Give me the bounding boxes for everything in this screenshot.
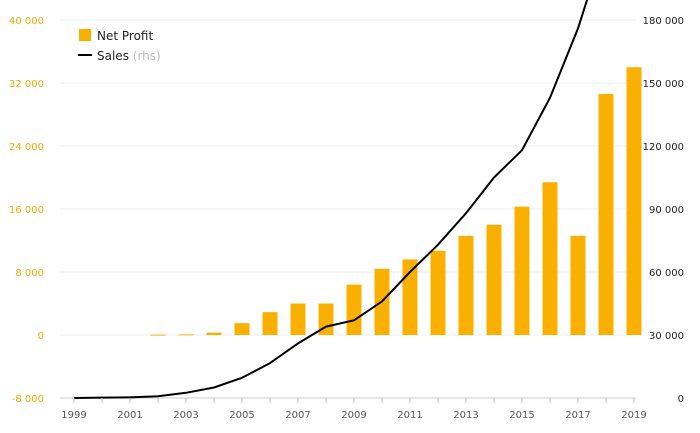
- legend-label-net-profit: Net Profit: [97, 29, 153, 43]
- axes-layer: -8 000 0 8 000 16 000 24 000 32 000 40 000 0 30 …: [9, 16, 684, 421]
- x-tick-label: 2001: [117, 410, 142, 421]
- y-left-tick-label: -8 000: [12, 394, 44, 405]
- x-tick-label: 2013: [453, 410, 478, 421]
- y-right-tick-label: 120 000: [643, 142, 684, 153]
- bar-net-profit: [150, 334, 166, 336]
- legend-label-sales-suffix: (rhs): [133, 49, 161, 63]
- x-tick-label: 2017: [565, 410, 590, 421]
- x-tick-label: 2011: [397, 410, 422, 421]
- legend-swatch-net-profit: [79, 29, 91, 41]
- bar-net-profit: [206, 332, 222, 335]
- x-tick-label: 2015: [509, 410, 534, 421]
- line-layer: [73, 0, 589, 399]
- legend: Net Profit Sales (rhs): [78, 29, 161, 63]
- y-right-tick-label: 90 000: [649, 205, 684, 216]
- bar-net-profit: [570, 235, 586, 335]
- bar-net-profit: [458, 235, 474, 335]
- x-tick-label: 2009: [341, 410, 366, 421]
- bar-net-profit: [430, 250, 446, 335]
- bar-net-profit: [318, 303, 334, 335]
- bar-net-profit: [234, 323, 250, 335]
- bar-net-profit: [262, 312, 278, 335]
- bar-net-profit: [514, 206, 530, 335]
- bar-net-profit: [346, 284, 362, 335]
- y-left-tick-label: 8 000: [15, 268, 44, 279]
- x-tick-label: 2007: [285, 410, 310, 421]
- bar-net-profit: [178, 334, 194, 336]
- line-sales: [73, 0, 589, 399]
- legend-label-sales-name: Sales: [97, 49, 129, 63]
- bar-net-profit: [542, 182, 558, 335]
- y-right-tick-label: 60 000: [649, 268, 684, 279]
- y-left-tick-label: 24 000: [9, 142, 44, 153]
- y-left-tick-label: 16 000: [9, 205, 44, 216]
- y-right-tick-label: 180 000: [643, 16, 684, 27]
- bar-net-profit: [626, 67, 642, 335]
- legend-label-sales: Sales (rhs): [97, 49, 161, 63]
- x-tick-label: 2005: [229, 410, 254, 421]
- bar-net-profit: [402, 259, 418, 335]
- y-right-tick-label: 30 000: [649, 331, 684, 342]
- x-tick-label: 1999: [61, 410, 86, 421]
- y-left-tick-label: 40 000: [9, 16, 44, 27]
- x-tick-label: 2019: [621, 410, 646, 421]
- bar-net-profit: [290, 303, 306, 335]
- y-right-tick-label: 150 000: [643, 79, 684, 90]
- y-right-tick-label: 0: [678, 394, 684, 405]
- bar-net-profit: [486, 224, 502, 335]
- bars-layer: [150, 67, 642, 336]
- x-tick-label: 2003: [173, 410, 198, 421]
- y-left-tick-label: 0: [38, 331, 44, 342]
- bar-net-profit: [598, 94, 614, 336]
- y-left-tick-label: 32 000: [9, 79, 44, 90]
